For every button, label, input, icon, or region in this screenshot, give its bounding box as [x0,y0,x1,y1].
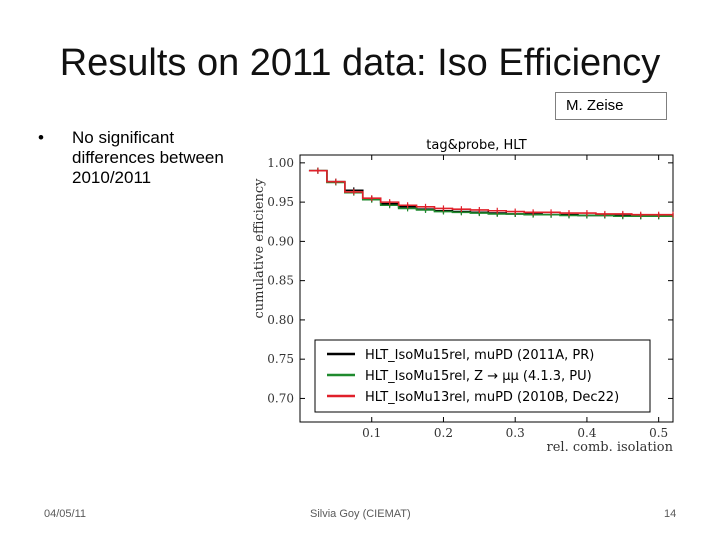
slide-title: Results on 2011 data: Iso Efficiency [59,42,661,84]
x-tick-label: 0.4 [577,426,596,440]
bullet-dot-icon: • [38,128,44,147]
y-tick-label: 1.00 [267,156,294,170]
y-axis-label: cumulative efficiency [252,178,267,319]
bullet-list: • No significant differences between 201… [38,128,243,188]
footer-author: Silvia Goy (CIEMAT) [310,508,411,520]
bullet-item: • No significant differences between 201… [38,128,243,188]
x-tick-label: 0.2 [434,426,453,440]
footer-page-number: 14 [664,508,677,520]
x-tick-label: 0.5 [649,426,668,440]
legend-label: HLT_IsoMu15rel, Z → μμ (4.1.3, PU) [365,369,592,384]
footer-date: 04/05/11 [44,508,87,520]
y-tick-label: 0.95 [267,195,294,209]
y-tick-label: 0.70 [267,391,294,405]
y-tick-label: 0.90 [267,234,294,248]
chart-title: tag&probe, HLT [426,138,526,153]
y-tick-label: 0.80 [267,313,294,327]
y-tick-label: 0.75 [267,352,294,366]
author-box: M. Zeise [555,92,667,120]
legend-label: HLT_IsoMu13rel, muPD (2010B, Dec22) [365,390,619,405]
legend-box [314,339,651,413]
x-axis-label: rel. comb. isolation [547,440,674,455]
bullet-text: No significant differences between 2010/… [72,128,224,187]
efficiency-chart: tag&probe, HLT 0.70 0.75 0.80 0.85 0.90 0.95 1.… [245,130,685,460]
chart-svg: tag&probe, HLT 0.70 0.75 0.80 0.85 0.90 0.95 1.… [252,138,674,455]
x-tick-label: 0.3 [506,426,525,440]
legend-label: HLT_IsoMu15rel, muPD (2011A, PR) [365,348,594,363]
y-tick-label: 0.85 [267,274,294,288]
x-tick-label: 0.1 [362,426,381,440]
